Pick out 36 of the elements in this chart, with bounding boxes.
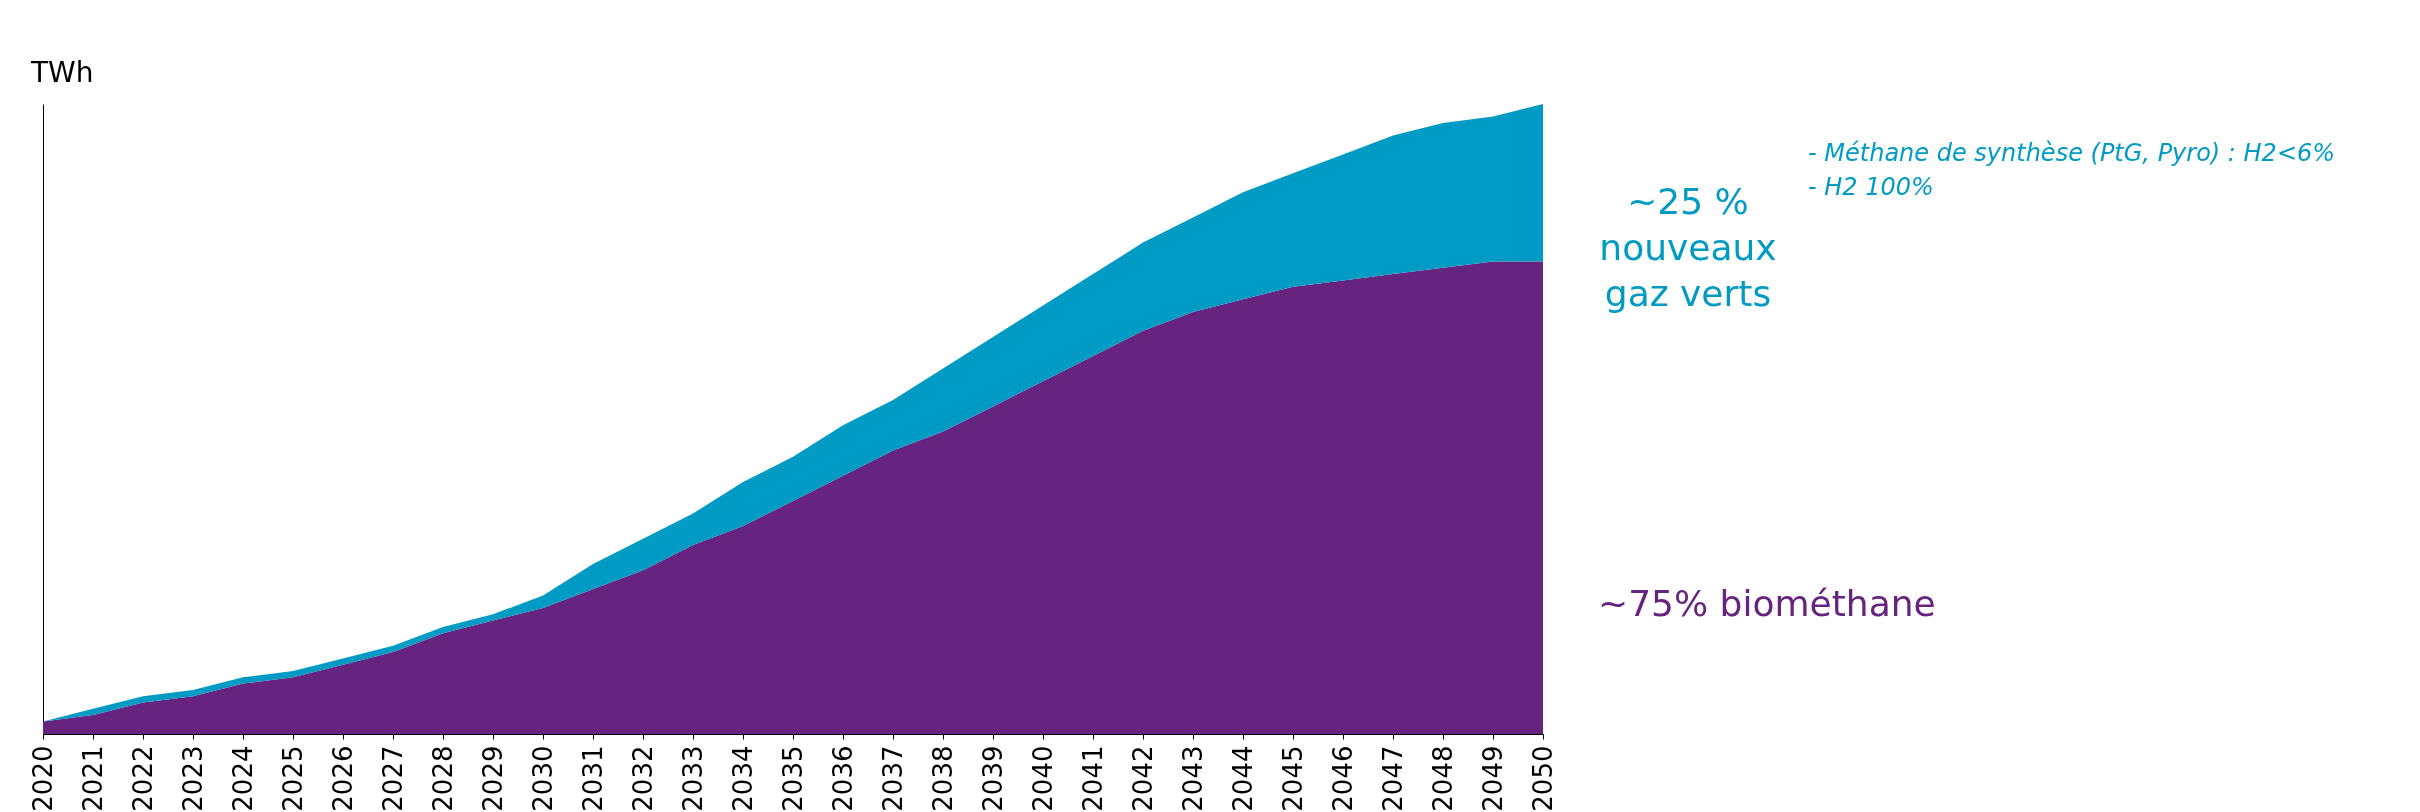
- x-tick-label: 2031: [577, 745, 608, 812]
- x-tick-label: 2028: [427, 745, 458, 812]
- x-tick-label: 2024: [227, 745, 258, 812]
- x-tick-label: 2044: [1227, 745, 1258, 812]
- x-tick-label: 2027: [377, 745, 408, 812]
- x-tick-label: 2043: [1177, 745, 1208, 812]
- x-tick-label: 2046: [1327, 745, 1358, 812]
- x-tick-label: 2037: [877, 745, 908, 812]
- x-tick-label: 2036: [827, 745, 858, 812]
- x-tick-label: 2023: [177, 745, 208, 812]
- text: - Méthane de synthèse (PtG, Pyro) : H2<6%: [1808, 139, 2336, 167]
- x-tick-label: 2029: [477, 745, 508, 812]
- x-tick-label: 2047: [1377, 745, 1408, 812]
- x-tick-label: 2041: [1077, 745, 1108, 812]
- series-label: ~25 % nouveaux gaz verts: [1599, 181, 1777, 314]
- x-tick-label: 2020: [27, 745, 58, 812]
- x-tick-label: 2030: [527, 745, 558, 812]
- x-tick-label: 2042: [1127, 745, 1158, 812]
- y-axis-title: TWh: [30, 56, 94, 89]
- x-tick-label: 2048: [1427, 745, 1458, 812]
- x-tick-label: 2045: [1277, 745, 1308, 812]
- x-tick-label: 2022: [127, 745, 158, 812]
- x-tick-label: 2032: [627, 745, 658, 812]
- x-tick-label: 2050: [1527, 745, 1558, 812]
- x-tick-label: 2033: [677, 745, 708, 812]
- series-label: ~75% biométhane: [1598, 583, 1936, 624]
- x-tick-label: 2021: [77, 745, 108, 812]
- x-tick-label: 2049: [1477, 745, 1508, 812]
- text: - H2 100%: [1808, 173, 1934, 201]
- x-tick-label: 2039: [977, 745, 1008, 812]
- x-tick-label: 2026: [327, 745, 358, 812]
- x-tick-label: 2040: [1027, 745, 1058, 812]
- x-tick-label: 2025: [277, 745, 308, 812]
- x-tick-label: 2038: [927, 745, 958, 812]
- x-tick-label: 2034: [727, 745, 758, 812]
- x-tick-label: 2035: [777, 745, 808, 812]
